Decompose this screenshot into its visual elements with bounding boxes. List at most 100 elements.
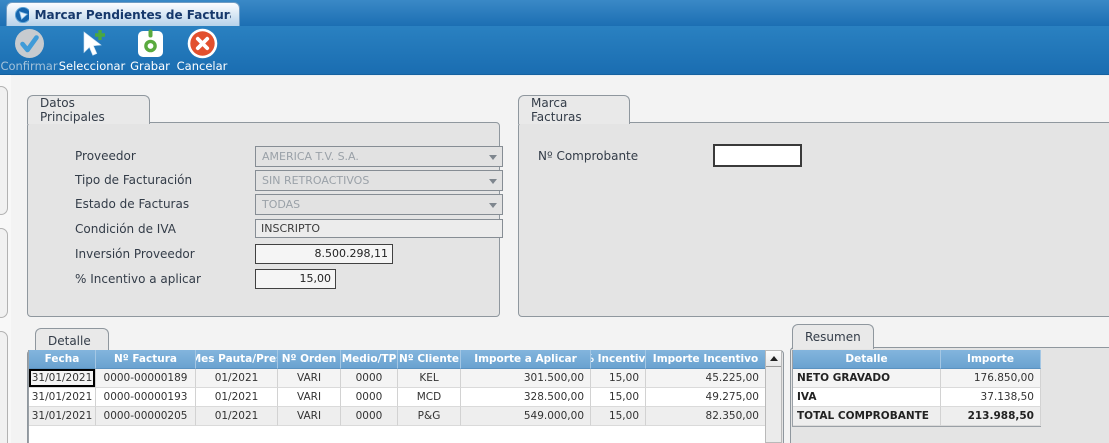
window-tab[interactable]: Marcar Pendientes de Facturar I... bbox=[6, 2, 240, 26]
field-inversion-proveedor: Inversión Proveedor 8.500.298,11 bbox=[75, 244, 505, 265]
field-condicion-iva: Condición de IVA INSCRIPTO bbox=[75, 219, 505, 240]
scroll-up-button[interactable] bbox=[766, 351, 781, 367]
table-row[interactable]: 31/01/2021 0000-00000189 01/2021 VARI 00… bbox=[29, 369, 766, 388]
condicion-iva-field[interactable]: INSCRIPTO bbox=[255, 219, 503, 238]
clipped-panel-edge bbox=[0, 331, 8, 443]
tab-datos-principales[interactable]: Datos Principales bbox=[27, 95, 150, 124]
list-item[interactable]: TOTAL COMPROBANTE 213.988,50 bbox=[793, 407, 1041, 426]
estado-facturas-combobox[interactable]: TODAS bbox=[255, 194, 503, 215]
cell-fecha[interactable]: 31/01/2021 bbox=[29, 388, 96, 407]
detalle-grid-header: Fecha Nº Factura Mes Pauta/Pres Nº Orden… bbox=[29, 350, 766, 369]
cell-factura[interactable]: 0000-00000189 bbox=[96, 369, 196, 388]
cell-medio[interactable]: 0000 bbox=[341, 407, 398, 426]
cell-importe-incentivo[interactable]: 49.275,00 bbox=[646, 388, 766, 407]
comprobante-input[interactable] bbox=[713, 144, 802, 167]
confirmar-label: Confirmar bbox=[0, 59, 58, 73]
tab-datos-principales-label: Datos Principales bbox=[40, 96, 105, 124]
list-item[interactable]: NETO GRAVADO 176.850,00 bbox=[793, 369, 1041, 388]
column-header-cliente[interactable]: Nº Cliente bbox=[398, 350, 461, 369]
cell-importe-aplicar[interactable]: 301.500,00 bbox=[461, 369, 591, 388]
proveedor-combobox[interactable]: AMERICA T.V. S.A. bbox=[255, 146, 503, 167]
cell-orden[interactable]: VARI bbox=[278, 388, 341, 407]
column-header-incentivo-pct[interactable]: % Incentivo bbox=[591, 350, 646, 369]
inversion-proveedor-label: Inversión Proveedor bbox=[75, 247, 195, 261]
cell-cliente[interactable]: KEL bbox=[398, 369, 461, 388]
cell-orden[interactable]: VARI bbox=[278, 369, 341, 388]
seleccionar-button[interactable]: Seleccionar bbox=[58, 28, 126, 73]
detalle-vertical-scrollbar[interactable] bbox=[765, 350, 782, 443]
table-row[interactable]: 31/01/2021 0000-00000205 01/2021 VARI 00… bbox=[29, 407, 766, 426]
toolbar: Confirmar Seleccionar Grabar Cancel bbox=[0, 26, 1109, 75]
comprobante-label: Nº Comprobante bbox=[538, 149, 639, 163]
resumen-concepto[interactable]: IVA bbox=[793, 388, 941, 407]
cell-cliente[interactable]: MCD bbox=[398, 388, 461, 407]
condicion-iva-label: Condición de IVA bbox=[75, 222, 176, 236]
resumen-grid: Detalle Importe NETO GRAVADO 176.850,00 … bbox=[792, 350, 1041, 427]
seleccionar-label: Seleccionar bbox=[58, 59, 126, 73]
cell-incentivo-pct[interactable]: 15,00 bbox=[591, 388, 646, 407]
cell-cliente[interactable]: P&G bbox=[398, 407, 461, 426]
cancelar-label: Cancelar bbox=[176, 59, 228, 73]
confirmar-button[interactable]: Confirmar bbox=[0, 28, 58, 73]
resumen-importe-total[interactable]: 213.988,50 bbox=[941, 407, 1041, 426]
cell-factura[interactable]: 0000-00000205 bbox=[96, 407, 196, 426]
cell-mes-pauta[interactable]: 01/2021 bbox=[196, 388, 278, 407]
cell-importe-aplicar[interactable]: 328.500,00 bbox=[461, 388, 591, 407]
resumen-importe[interactable]: 37.138,50 bbox=[941, 388, 1041, 407]
column-header-importe[interactable]: Importe bbox=[941, 350, 1041, 369]
chevron-down-icon bbox=[489, 179, 497, 184]
clipped-panel-edge bbox=[0, 228, 8, 318]
inversion-proveedor-field[interactable]: 8.500.298,11 bbox=[255, 244, 393, 264]
window-title: Marcar Pendientes de Facturar I... bbox=[34, 7, 231, 22]
resumen-concepto[interactable]: NETO GRAVADO bbox=[793, 369, 941, 388]
table-row[interactable]: 31/01/2021 0000-00000193 01/2021 VARI 00… bbox=[29, 388, 766, 407]
column-header-orden[interactable]: Nº Orden bbox=[278, 350, 341, 369]
resumen-grid-header: Detalle Importe bbox=[793, 350, 1041, 369]
cell-mes-pauta[interactable]: 01/2021 bbox=[196, 369, 278, 388]
cell-fecha-selected[interactable]: 31/01/2021 bbox=[29, 369, 96, 388]
list-item[interactable]: IVA 37.138,50 bbox=[793, 388, 1041, 407]
grabar-label: Grabar bbox=[130, 59, 170, 73]
check-circle-icon bbox=[14, 29, 44, 58]
column-header-fecha[interactable]: Fecha bbox=[29, 350, 96, 369]
cell-orden[interactable]: VARI bbox=[278, 407, 341, 426]
cell-importe-incentivo[interactable]: 45.225,00 bbox=[646, 369, 766, 388]
tipo-facturacion-value: SIN RETROACTIVOS bbox=[262, 174, 370, 187]
cell-factura[interactable]: 0000-00000193 bbox=[96, 388, 196, 407]
column-header-importe-aplicar[interactable]: Importe a Aplicar bbox=[461, 350, 591, 369]
app-logo-icon bbox=[15, 6, 29, 23]
resumen-importe[interactable]: 176.850,00 bbox=[941, 369, 1041, 388]
clipped-panel-edge bbox=[0, 86, 8, 215]
tab-marca-facturas-label: Marca Facturas bbox=[531, 96, 582, 124]
tab-resumen[interactable]: Resumen bbox=[792, 324, 874, 349]
field-incentivo: % Incentivo a aplicar 15,00 bbox=[75, 269, 505, 290]
marca-facturas-panel bbox=[518, 122, 1109, 317]
column-header-factura[interactable]: Nº Factura bbox=[96, 350, 196, 369]
cancelar-button[interactable]: Cancelar bbox=[175, 28, 229, 73]
cell-medio[interactable]: 0000 bbox=[341, 388, 398, 407]
grid-empty-area bbox=[29, 426, 766, 443]
cell-mes-pauta[interactable]: 01/2021 bbox=[196, 407, 278, 426]
incentivo-field[interactable]: 15,00 bbox=[255, 269, 336, 289]
tipo-facturacion-combobox[interactable]: SIN RETROACTIVOS bbox=[255, 170, 503, 191]
column-header-mes-pauta[interactable]: Mes Pauta/Pres bbox=[196, 350, 278, 369]
cell-incentivo-pct[interactable]: 15,00 bbox=[591, 369, 646, 388]
cell-importe-aplicar[interactable]: 549.000,00 bbox=[461, 407, 591, 426]
cell-fecha[interactable]: 31/01/2021 bbox=[29, 407, 96, 426]
column-header-medio[interactable]: Medio/TP bbox=[341, 350, 398, 369]
grabar-button[interactable]: Grabar bbox=[126, 28, 174, 73]
cell-importe-incentivo[interactable]: 82.350,00 bbox=[646, 407, 766, 426]
estado-facturas-label: Estado de Facturas bbox=[75, 197, 190, 211]
column-header-importe-incentivo[interactable]: Importe Incentivo bbox=[646, 350, 766, 369]
resumen-concepto-total[interactable]: TOTAL COMPROBANTE bbox=[793, 407, 941, 426]
cell-incentivo-pct[interactable]: 15,00 bbox=[591, 407, 646, 426]
tab-detalle[interactable]: Detalle bbox=[35, 328, 109, 352]
triangle-up-icon bbox=[769, 356, 778, 361]
proveedor-value: AMERICA T.V. S.A. bbox=[262, 150, 359, 163]
cell-medio[interactable]: 0000 bbox=[341, 369, 398, 388]
column-header-detalle[interactable]: Detalle bbox=[793, 350, 941, 369]
tab-marca-facturas[interactable]: Marca Facturas bbox=[518, 95, 630, 124]
window-tab-bar: Marcar Pendientes de Facturar I... bbox=[0, 0, 1109, 26]
cancel-icon bbox=[187, 28, 217, 59]
